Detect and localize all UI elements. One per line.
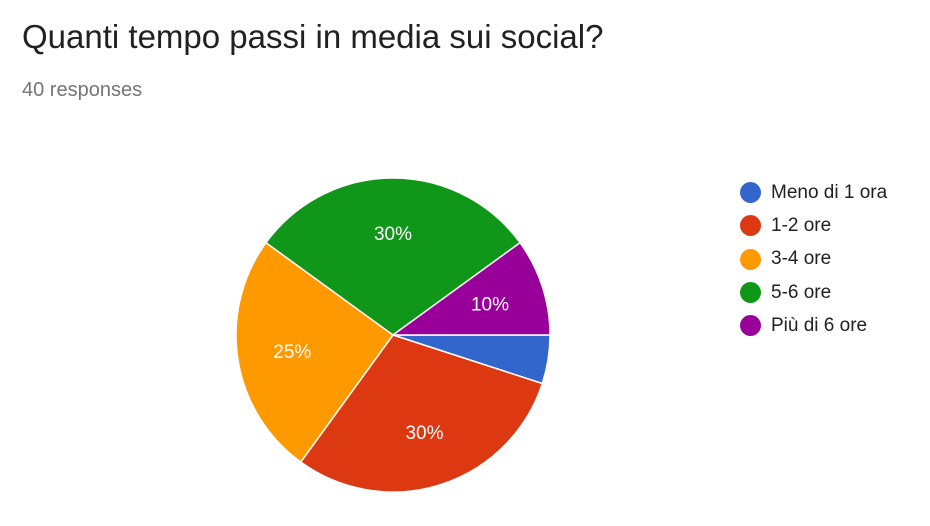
- slice-data-label-2: 30%: [405, 423, 443, 444]
- pie-slice-4[interactable]: [264, 177, 522, 336]
- legend-swatch-icon: [740, 215, 761, 237]
- question-title: Quanti tempo passi in media sui social?: [22, 18, 604, 55]
- legend-label: 5-6 ore: [771, 281, 832, 303]
- legend-swatch-icon: [740, 182, 761, 204]
- legend-swatch-icon: [740, 248, 761, 270]
- legend-label: Meno di 1 ora: [771, 181, 888, 203]
- pie-slice-3[interactable]: [235, 241, 395, 464]
- pie-slice-2[interactable]: [299, 334, 544, 493]
- chart-legend: Meno di 1 ora 1-2 ore 3-4 ore 5-6 ore Più di…: [740, 176, 887, 342]
- legend-item-1[interactable]: Meno di 1 ora: [740, 176, 887, 209]
- response-count: 40 responses: [22, 79, 143, 101]
- slice-data-label-3: 25%: [273, 342, 311, 363]
- legend-item-5[interactable]: Più di 6 ore: [740, 309, 887, 342]
- legend-label: 3-4 ore: [771, 248, 832, 270]
- legend-item-3[interactable]: 3-4 ore: [740, 243, 887, 276]
- legend-item-2[interactable]: 1-2 ore: [740, 209, 887, 242]
- slice-data-label-4: 30%: [374, 224, 412, 245]
- legend-label: 1-2 ore: [771, 214, 832, 236]
- pie-slice-5[interactable]: [390, 241, 551, 336]
- legend-swatch-icon: [740, 315, 761, 337]
- legend-item-4[interactable]: 5-6 ore: [740, 276, 887, 309]
- legend-swatch-icon: [740, 282, 761, 304]
- slice-data-label-5: 10%: [471, 295, 509, 316]
- legend-label: Più di 6 ore: [771, 314, 868, 336]
